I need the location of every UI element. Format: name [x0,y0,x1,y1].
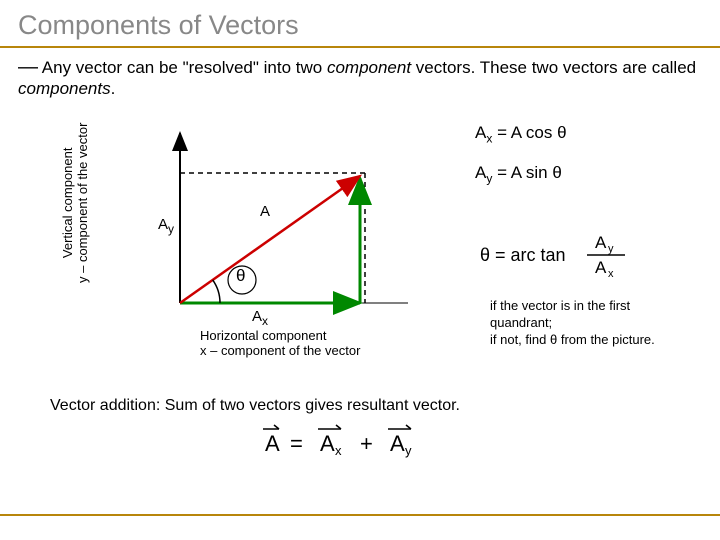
arctan-den-sub: x [608,268,614,280]
horiz-l2: x – component of the vector [200,343,360,358]
eq-ax-eq: = A cos [492,123,557,142]
intro-t3: . [111,79,116,98]
vert-label-l1: Vertical component [60,123,75,283]
ax-label: Ax [252,308,268,328]
resultant-svg: A = A x + A y [245,421,475,461]
eq-ay-theta: θ [552,163,561,182]
eq-ay: Ay = A sin θ [475,163,567,185]
ay-a: A [158,216,168,233]
arctan-num-sub: y [608,243,614,255]
vertical-axis-label: Vertical component y – component of the … [60,123,90,283]
page-title: Components of Vectors [0,0,720,46]
horiz-l1: Horizontal component [200,328,360,343]
theta-label: θ [236,266,245,286]
intro-dash: — [18,56,38,78]
eq-ay-a: A [475,163,486,182]
qn-l2: if not, find [490,332,550,347]
content-area: Vertical component y – component of the … [0,103,720,453]
eq-ax-theta: θ [557,123,566,142]
intro-emph1: component [327,58,411,77]
ax-a: A [252,308,262,325]
vector-addition-text: Vector addition: Sum of two vectors give… [0,393,720,417]
arctan-den: A [595,258,607,277]
ay-sub: y [168,222,174,236]
intro-t1: Any vector can be "resolved" into two [38,58,327,77]
quadrant-note: if the vector is in the first quandrant;… [490,298,680,349]
intro-text: — Any vector can be "resolved" into two … [0,48,720,103]
svg-text:A: A [265,431,280,456]
vert-label-l2: y – component of the vector [75,123,90,283]
a-label: A [260,203,270,220]
horizontal-axis-label: Horizontal component x – component of th… [200,328,360,358]
arctan-num: A [595,233,607,252]
arctan-theta-text: θ = arc tan [480,245,566,265]
arctan-equation: θ = arc tan A y A x [475,228,650,283]
intro-emph2: components [18,79,111,98]
eq-ay-eq: = A sin [492,163,552,182]
svg-text:+: + [360,431,373,456]
ax-sub: x [262,314,268,328]
intro-t2: vectors. These two vectors are called [411,58,696,77]
resultant-equation: A = A x + A y [0,415,720,466]
ay-label: Ay [158,216,174,236]
svg-text:A: A [390,431,405,456]
svg-text:y: y [405,443,412,458]
svg-text:=: = [290,431,303,456]
equation-block: Ax = A cos θ Ay = A sin θ [475,123,567,204]
qn-l3: from the picture. [557,332,655,347]
qn-l1: if the vector is in the first quandrant; [490,298,630,330]
svg-text:A: A [320,431,335,456]
eq-ax-a: A [475,123,486,142]
arctan-svg: θ = arc tan A y A x [475,228,650,283]
eq-ax: Ax = A cos θ [475,123,567,145]
svg-text:x: x [335,443,342,458]
footer-underline [0,514,720,516]
